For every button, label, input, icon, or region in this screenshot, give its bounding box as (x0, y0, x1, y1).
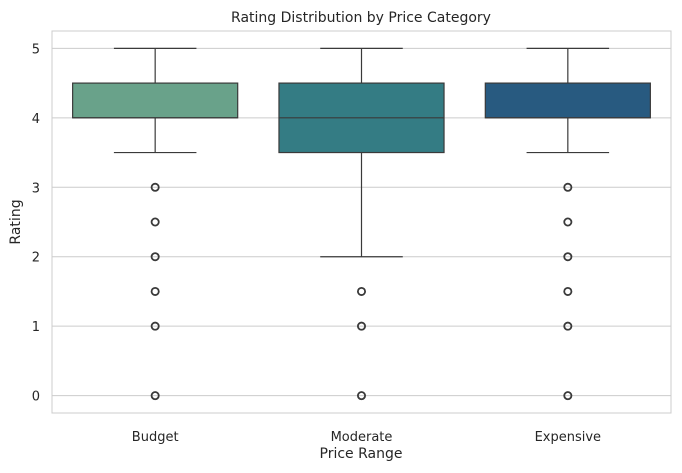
outlier-point (150, 217, 160, 227)
outlier-point (356, 321, 366, 331)
outlier-point (356, 286, 366, 296)
boxes (72, 47, 651, 401)
plot-area (51, 30, 672, 414)
x-tick-label: Expensive (535, 430, 601, 445)
x-tick-label: Moderate (331, 430, 393, 445)
outlier-point (563, 286, 573, 296)
outlier-point (150, 182, 160, 192)
x-tick-label: Budget (132, 430, 179, 445)
y-axis-label: Rating (8, 199, 24, 244)
chart-title: Rating Distribution by Price Category (231, 10, 491, 26)
y-tick-label: 5 (32, 42, 40, 57)
outlier-point (563, 321, 573, 331)
box-group-expensive (484, 47, 651, 401)
outlier-point (150, 391, 160, 401)
y-tick-label: 1 (32, 320, 40, 335)
x-tick-labels: Budget Moderate Expensive (132, 430, 601, 445)
outlier-point (150, 321, 160, 331)
box-iqr (484, 82, 651, 119)
y-tick-label: 4 (32, 112, 40, 127)
box-iqr (72, 82, 239, 119)
outlier-point (563, 182, 573, 192)
box-group-budget (72, 47, 239, 401)
y-tick-label: 3 (32, 181, 40, 196)
outlier-point (356, 391, 366, 401)
outlier-point (150, 286, 160, 296)
y-tick-label: 0 (32, 390, 40, 405)
outlier-point (563, 217, 573, 227)
outlier-point (563, 252, 573, 262)
outlier-point (563, 391, 573, 401)
y-tick-label: 2 (32, 251, 40, 266)
box-group-moderate (278, 47, 445, 401)
y-tick-labels: 0 1 2 3 4 5 (32, 42, 40, 404)
outlier-point (150, 252, 160, 262)
x-axis-label: Price Range (320, 446, 403, 462)
